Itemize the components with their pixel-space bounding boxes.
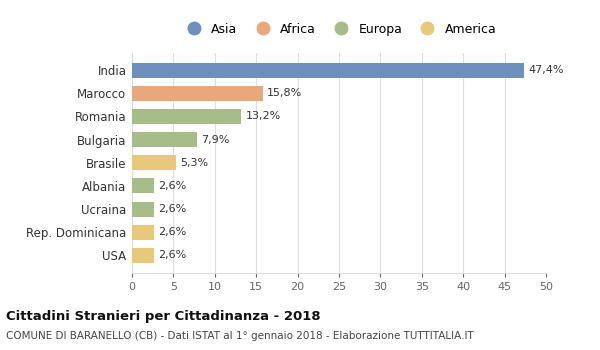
Text: COMUNE DI BARANELLO (CB) - Dati ISTAT al 1° gennaio 2018 - Elaborazione TUTTITAL: COMUNE DI BARANELLO (CB) - Dati ISTAT al… <box>6 331 474 341</box>
Bar <box>132 86 263 101</box>
Bar <box>132 63 524 78</box>
Bar <box>132 225 154 240</box>
Bar <box>132 155 176 170</box>
Text: 2,6%: 2,6% <box>158 204 186 214</box>
Bar <box>132 178 154 194</box>
Text: 2,6%: 2,6% <box>158 227 186 237</box>
Text: 15,8%: 15,8% <box>267 88 302 98</box>
Text: 7,9%: 7,9% <box>202 135 230 145</box>
Legend: Asia, Africa, Europa, America: Asia, Africa, Europa, America <box>178 19 500 40</box>
Text: 47,4%: 47,4% <box>529 65 564 75</box>
Bar <box>132 202 154 217</box>
Bar <box>132 132 197 147</box>
Text: 13,2%: 13,2% <box>245 111 281 121</box>
Bar <box>132 248 154 263</box>
Bar <box>132 109 241 124</box>
Text: Cittadini Stranieri per Cittadinanza - 2018: Cittadini Stranieri per Cittadinanza - 2… <box>6 310 320 323</box>
Text: 2,6%: 2,6% <box>158 251 186 260</box>
Text: 5,3%: 5,3% <box>180 158 208 168</box>
Text: 2,6%: 2,6% <box>158 181 186 191</box>
